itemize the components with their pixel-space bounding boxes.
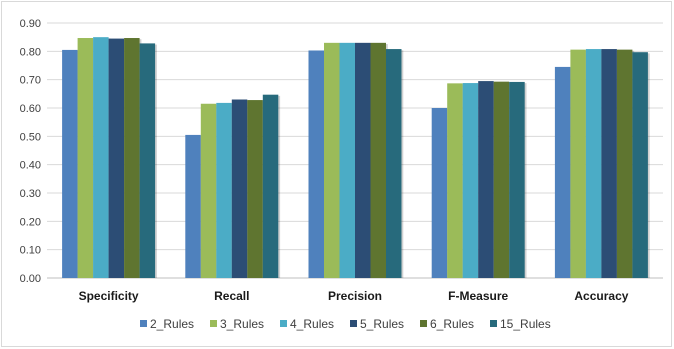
bar-4-rules-fmeasure (462, 83, 479, 278)
y-tick-label: 0.50 (20, 131, 41, 143)
y-axis: 0.00 0.10 0.20 0.30 0.40 0.50 0.60 0.70 0.80 0.90 (20, 18, 41, 285)
bar-5-rules-accuracy (601, 49, 617, 278)
bar-15-rules-fmeasure (509, 81, 525, 278)
legend-swatch (490, 320, 497, 327)
y-tick-label: 0.60 (20, 103, 41, 115)
legend-swatch (280, 320, 287, 327)
legend-swatch (350, 320, 357, 327)
y-tick-label: 0.70 (20, 75, 41, 87)
y-tick-label: 0.90 (20, 18, 41, 30)
x-category-label: Recall (214, 289, 249, 303)
bar-15-rules-precision (386, 49, 402, 278)
x-category-label: F-Measure (448, 289, 508, 303)
legend-swatch (140, 320, 147, 327)
bar-2-rules-recall (185, 134, 201, 278)
x-category-label: Accuracy (574, 289, 628, 303)
legend-label: 6_Rules (430, 317, 474, 331)
bar-5-rules-precision (355, 42, 371, 279)
bar-4-rules-precision (339, 42, 355, 279)
bar-5-rules-recall (231, 99, 248, 278)
legend-label: 4_Rules (290, 317, 334, 331)
y-tick-label: 0.80 (20, 46, 41, 58)
x-category-label: Precision (328, 289, 382, 303)
bar-3-rules-recall (200, 103, 217, 278)
bars (62, 37, 650, 279)
y-tick-label: 0.10 (20, 245, 41, 257)
y-tick-label: 0.40 (20, 160, 41, 172)
bar-6-rules-fmeasure (493, 81, 510, 279)
legend-label: 3_Rules (220, 317, 264, 331)
bar-4-rules-specificity (93, 37, 109, 278)
y-tick-label: 0.20 (20, 216, 41, 228)
legend-label: 2_Rules (150, 317, 194, 331)
bar-15-rules-recall (262, 94, 279, 278)
y-tick-label: 0.30 (20, 188, 41, 200)
bar-15-rules-specificity (139, 43, 156, 279)
legend-label: 15_Rules (500, 317, 551, 331)
x-axis: Specificity Recall Precision F-Measure Accur… (79, 289, 629, 303)
legend-swatch (420, 320, 427, 327)
bar-4-rules-recall (216, 102, 232, 279)
bar-3-rules-accuracy (570, 49, 586, 279)
legend-swatch (210, 320, 217, 327)
bar-6-rules-specificity (124, 38, 140, 279)
bar-6-rules-accuracy (616, 49, 633, 279)
bar-5-rules-fmeasure (478, 81, 494, 278)
bar-6-rules-precision (370, 42, 386, 279)
bar-3-rules-fmeasure (447, 83, 463, 278)
bar-2-rules-specificity (62, 49, 78, 278)
x-category-label: Specificity (79, 289, 139, 303)
bar-6-rules-recall (247, 100, 263, 278)
legend-label: 5_Rules (360, 317, 404, 331)
bar-5-rules-specificity (108, 38, 125, 279)
bar-3-rules-precision (324, 42, 340, 279)
bar-3-rules-specificity (77, 38, 94, 279)
legend: 2_Rules 3_Rules 4_Rules 5_Rules 6_Rules 15_Ru… (140, 317, 551, 331)
bar-2-rules-precision (308, 50, 324, 278)
bar-2-rules-fmeasure (431, 108, 448, 278)
bar-2-rules-accuracy (554, 66, 571, 279)
bar-15-rules-accuracy (632, 52, 648, 278)
y-tick-label: 0.00 (20, 273, 41, 285)
bar-4-rules-accuracy (585, 49, 602, 278)
